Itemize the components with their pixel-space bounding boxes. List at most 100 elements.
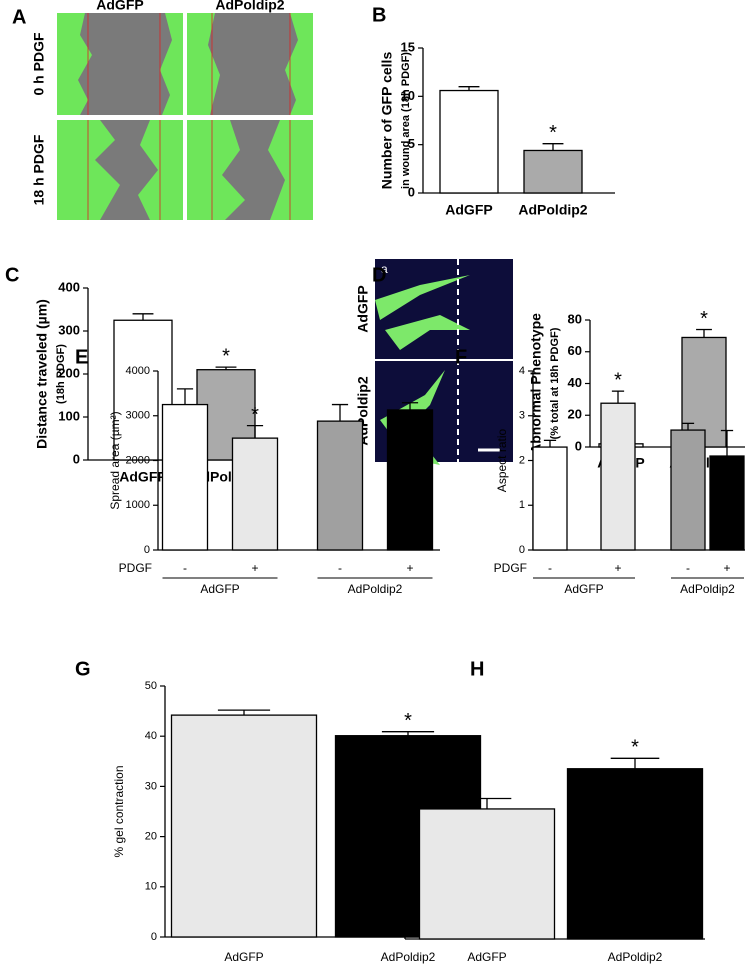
x-axis-label: PDGF [494, 561, 527, 575]
y-tick-label: 300 [58, 322, 80, 337]
x-tick-label: - [183, 561, 187, 575]
significance-mark: * [549, 122, 557, 144]
significance-mark: * [404, 710, 412, 732]
x-tick-label: AdPoldip2 [518, 202, 587, 218]
y-tick-label: 1000 [126, 499, 150, 511]
significance-mark: * [631, 737, 639, 759]
bar [439, 89, 499, 194]
y-tick-label: 0.4 [382, 744, 397, 756]
x-tick-label: + [406, 561, 413, 575]
bar [566, 768, 704, 940]
y-tick-label: 30 [145, 780, 157, 792]
y-tick-label: 0 [73, 451, 80, 466]
y-tick-label: 80 [568, 311, 582, 326]
x-tick-label: + [251, 561, 258, 575]
y-axis-label: Abnormal Phenotype [528, 313, 544, 454]
panel-letter: A [12, 6, 26, 28]
y-axis-label: (% total at 18h PDGF) [549, 327, 561, 439]
x-tick-label: AdPoldip2 [381, 950, 436, 964]
significance-mark: * [614, 369, 622, 391]
bar [316, 420, 364, 551]
x-tick-label: + [723, 561, 730, 575]
bar [670, 429, 706, 551]
bar [681, 336, 727, 448]
bar [170, 714, 318, 938]
y-axis-label: Adherent fraction [380, 793, 394, 884]
y-tick-label: 4000 [126, 365, 150, 377]
group-label: AdPoldip2 [680, 582, 735, 596]
y-tick-label: 3 [519, 410, 525, 422]
y-tick-label: 0 [151, 931, 157, 943]
panel-letter: H [470, 658, 484, 680]
row-label: AdGFP [355, 285, 371, 332]
x-tick-label: AdPoldip2 [608, 950, 663, 964]
y-tick-label: 20 [568, 407, 582, 422]
bar [523, 149, 583, 194]
y-axis-label: in wound area (18h PDGF) [400, 52, 412, 189]
y-tick-label: 100 [58, 408, 80, 423]
y-tick-label: 0 [408, 184, 415, 199]
x-tick-label: AdGFP [224, 950, 263, 964]
y-tick-label: 20 [145, 831, 157, 843]
bar [532, 446, 568, 551]
y-tick-label: 2 [519, 454, 525, 466]
panel-letter: F [455, 346, 467, 368]
y-tick-label: 0 [144, 544, 150, 556]
y-tick-label: 10 [401, 88, 415, 103]
y-tick-label: 3000 [126, 410, 150, 422]
bar [231, 437, 279, 551]
panel-letter: E [75, 346, 88, 368]
panel-letter: G [75, 658, 91, 680]
x-tick-label: - [686, 561, 690, 575]
y-tick-label: 40 [568, 375, 582, 390]
y-tick-label: 60 [568, 343, 582, 358]
row-label: 18 h PDGF [31, 134, 47, 205]
panel-letter: D [372, 264, 386, 286]
inset-label: a [381, 262, 388, 276]
y-tick-label: 0.1 [382, 886, 397, 898]
y-tick-label: 5 [408, 136, 415, 151]
y-tick-label: 2000 [126, 454, 150, 466]
y-tick-label: 0 [519, 544, 525, 556]
y-tick-label: 4 [519, 365, 525, 377]
y-axis-label: Spread area (µm²) [108, 411, 122, 509]
group-label: AdGFP [564, 582, 603, 596]
y-tick-label: 0.2 [382, 838, 397, 850]
x-tick-label: - [338, 561, 342, 575]
bar [600, 402, 636, 551]
bar [161, 403, 209, 551]
y-tick-label: 15 [401, 39, 415, 54]
x-tick-label: AdGFP [445, 202, 492, 218]
y-axis-label: % gel contraction [112, 765, 126, 857]
significance-mark: * [700, 308, 708, 330]
y-tick-label: 10 [145, 881, 157, 893]
y-tick-label: 50 [145, 680, 157, 692]
column-label: AdGFP [96, 0, 143, 13]
y-tick-label: 400 [58, 279, 80, 294]
y-tick-label: 40 [145, 730, 157, 742]
x-tick-label: AdGFP [119, 469, 166, 485]
y-axis-label: Number of GFP cells [379, 52, 395, 190]
bar [709, 455, 745, 551]
x-tick-label: AdGFP [467, 950, 506, 964]
y-tick-label: 0.3 [382, 791, 397, 803]
y-axis-label: (18h PDGF) [55, 344, 67, 404]
significance-mark: * [222, 345, 230, 367]
column-label: AdPoldip2 [215, 0, 284, 13]
bar [386, 409, 434, 551]
y-axis-label: Distance traveled (µm) [34, 299, 50, 449]
bar [418, 808, 556, 940]
group-label: AdPoldip2 [348, 582, 403, 596]
panel-letter: B [372, 4, 386, 26]
y-tick-label: 0 [575, 438, 582, 453]
panel-letter: C [5, 264, 19, 286]
y-tick-label: 1 [519, 499, 525, 511]
significance-mark: * [251, 404, 259, 426]
y-axis-label: Aspect ratio [495, 428, 509, 492]
x-tick-label: + [614, 561, 621, 575]
group-label: AdGFP [200, 582, 239, 596]
x-tick-label: - [548, 561, 552, 575]
x-axis-label: PDGF [119, 561, 152, 575]
row-label: 0 h PDGF [31, 32, 47, 95]
